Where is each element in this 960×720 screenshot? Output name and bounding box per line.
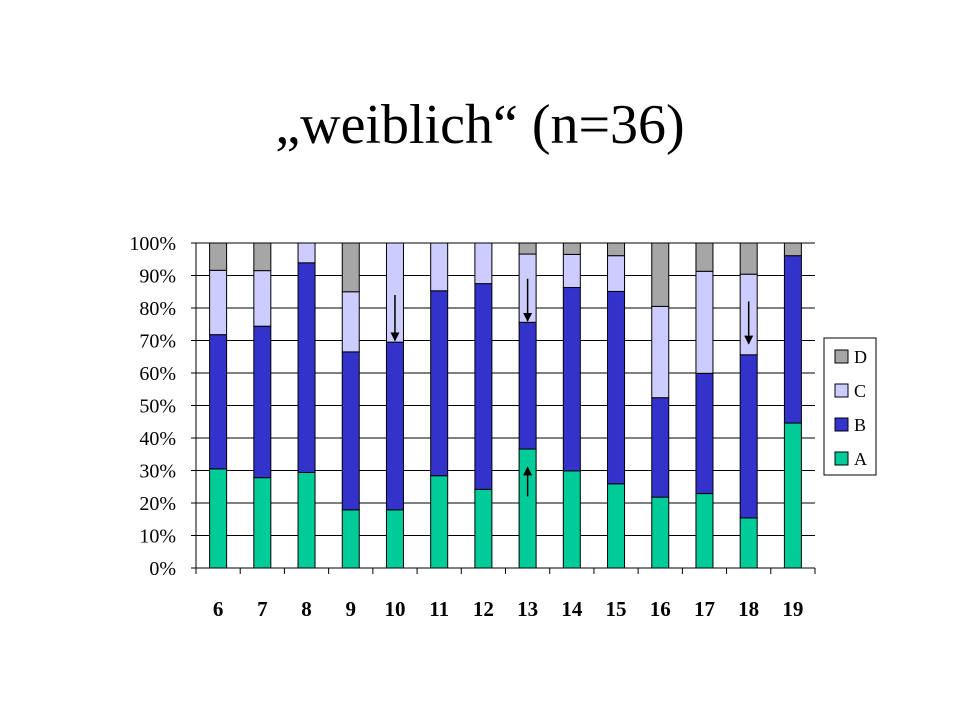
annotation-arrows [390, 278, 754, 497]
bar-segment-c [430, 242, 449, 292]
x-tick-label: 16 [650, 597, 671, 621]
bar-segment-c [562, 253, 581, 289]
y-tick-label: 20% [139, 493, 176, 515]
legend-swatch-c [834, 383, 849, 398]
x-tick-label: 10 [384, 597, 405, 621]
bar-segment-b [474, 283, 493, 490]
bar-segment-a [562, 470, 581, 569]
bar-segment-b [253, 325, 272, 479]
x-tick-label: 6 [213, 597, 224, 621]
bar-segment-b [783, 255, 802, 424]
bar-segment-a [385, 509, 404, 569]
y-tick-label: 70% [139, 331, 176, 353]
legend-swatch-b [834, 417, 849, 432]
y-tick-label: 90% [139, 266, 176, 288]
legend-label-a: A [854, 449, 867, 469]
bar-segment-d [739, 242, 758, 275]
bar-segment-b [607, 290, 626, 485]
bar-segment-d [209, 242, 228, 271]
bar-segment-d [607, 242, 626, 257]
bar-segment-d [783, 242, 802, 257]
x-tick-label: 12 [473, 597, 494, 621]
bar-segment-b [695, 372, 714, 495]
y-tick-label: 100% [129, 233, 176, 255]
bar-segment-c [651, 305, 670, 399]
bar-segment-d [562, 242, 581, 255]
bar-segment-a [783, 422, 802, 569]
bar-segment-a [739, 517, 758, 569]
bar-segment-b [430, 290, 449, 477]
bar-segment-c [385, 242, 404, 343]
legend-box [823, 337, 877, 476]
bar-segment-d [695, 242, 714, 272]
bar-segment-a [607, 483, 626, 569]
bar-segment-a [209, 468, 228, 569]
bar-segment-a [430, 475, 449, 569]
y-tick-label: 10% [139, 526, 176, 548]
legend-label-d: D [854, 347, 867, 367]
y-tick-label: 40% [139, 428, 176, 450]
x-tick-label: 11 [429, 597, 449, 621]
bar-segment-c [297, 242, 316, 264]
bar-segment-a [341, 509, 360, 569]
x-tick-label: 13 [517, 597, 538, 621]
y-tick-label: 50% [139, 396, 176, 418]
y-tick-label: 30% [139, 461, 176, 483]
bar-segment-c [341, 291, 360, 353]
x-tick-label: 17 [694, 597, 715, 621]
legend-swatch-d [834, 349, 849, 364]
bar-segment-d [341, 242, 360, 293]
legend-swatch-a [834, 451, 849, 466]
bar-segment-c [607, 255, 626, 292]
gridlines [196, 242, 815, 536]
bar-segment-b [209, 334, 228, 470]
bar-segment-a [474, 488, 493, 569]
bar-segment-c [695, 270, 714, 374]
bar-segment-c [209, 269, 228, 336]
bar-segment-b [341, 351, 360, 511]
bar-segment-b [518, 321, 537, 450]
bar-segment-d [518, 242, 537, 255]
bar-segment-c [253, 270, 272, 327]
legend-label-c: C [854, 381, 866, 401]
bar-segment-d [651, 242, 670, 307]
bar-segment-a [253, 477, 272, 569]
bar-segment-a [297, 471, 316, 569]
x-tick-label: 7 [257, 597, 268, 621]
bar-segment-d [253, 242, 272, 272]
bar-segment-c [474, 242, 493, 285]
axes: 0% 10% 20% 30% 40% 50% 60% 70% 80% 90% 100% 6 7 8 9 10 1… [129, 233, 816, 621]
y-tick-label: 80% [139, 298, 176, 320]
bar-segment-a [651, 496, 670, 569]
x-tick-label: 14 [561, 597, 583, 621]
bar-segment-b [651, 397, 670, 498]
x-tick-label: 19 [782, 597, 803, 621]
x-tick-label: 15 [606, 597, 627, 621]
bar-segment-b [562, 287, 581, 472]
bar-segment-b [297, 262, 316, 473]
x-tick-label: 8 [301, 597, 312, 621]
x-tick-label: 18 [738, 597, 759, 621]
bar-segment-b [739, 354, 758, 519]
bar-segment-a [695, 493, 714, 569]
x-tick-label: 9 [346, 597, 357, 621]
slide-title: „weiblich“ (n=36) [275, 94, 685, 156]
y-tick-label: 0% [149, 558, 176, 580]
legend-label-b: B [854, 415, 866, 435]
bar-segment-b [385, 341, 404, 511]
y-tick-label: 60% [139, 363, 176, 385]
bar-segment-a [518, 448, 537, 569]
